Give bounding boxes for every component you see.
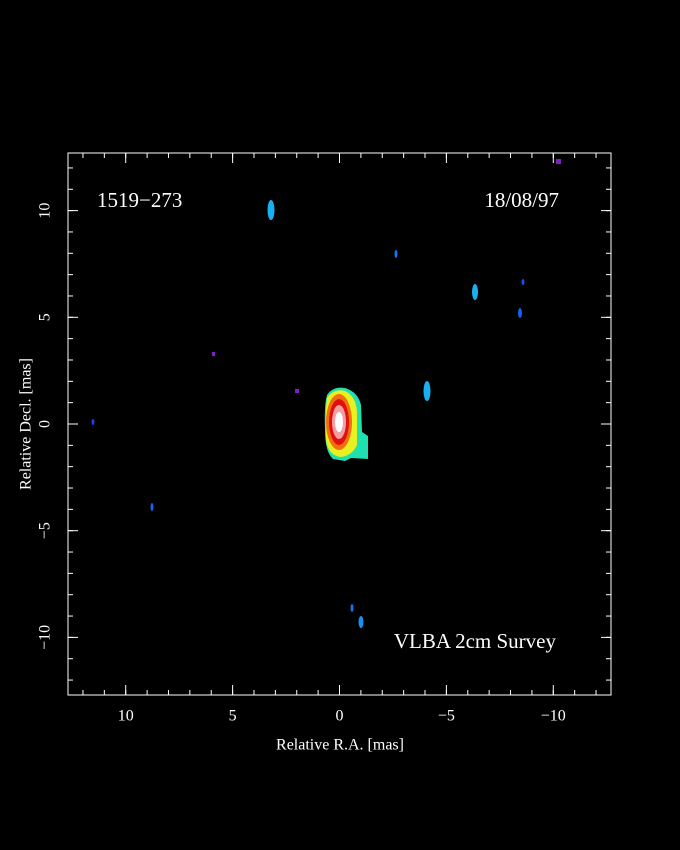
y-tick-label: −10 (37, 625, 54, 650)
component (295, 389, 299, 393)
y-tick-label: 5 (37, 313, 54, 321)
component (518, 308, 522, 318)
component (267, 200, 275, 220)
component (358, 616, 364, 628)
component (212, 352, 215, 356)
survey-label: VLBA 2cm Survey (394, 629, 557, 653)
component (472, 284, 478, 300)
core-peak (335, 412, 343, 432)
x-tick-label: 5 (229, 708, 237, 725)
x-tick-label: −10 (541, 708, 566, 725)
component (423, 381, 431, 401)
y-tick-label: 10 (37, 203, 54, 219)
image-features (91, 159, 561, 628)
y-tick-label: −5 (37, 522, 54, 539)
component (350, 604, 354, 612)
x-tick-label: −5 (438, 708, 455, 725)
y-axis-label: Relative Decl. [mas] (18, 358, 35, 490)
x-tick-label: 10 (118, 708, 134, 725)
component (91, 419, 95, 425)
y-tick-label: 0 (37, 420, 54, 428)
component (394, 250, 398, 258)
component (150, 503, 154, 511)
epoch: 18/08/97 (484, 188, 559, 212)
component (556, 159, 561, 164)
source-name: 1519−273 (97, 188, 182, 212)
x-axis-label: Relative R.A. [mas] (276, 737, 404, 754)
x-tick-label: 0 (336, 708, 344, 725)
component (521, 279, 525, 285)
